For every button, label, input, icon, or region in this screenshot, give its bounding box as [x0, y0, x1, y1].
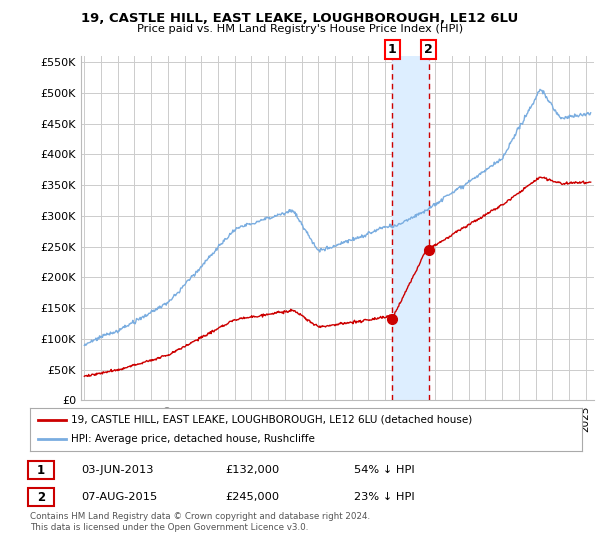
Bar: [392, 56, 428, 400]
Text: HPI: Average price, detached house, Rushcliffe: HPI: Average price, detached house, Rush…: [71, 435, 315, 444]
Text: 19, CASTLE HILL, EAST LEAKE, LOUGHBOROUGH, LE12 6LU (detached house): 19, CASTLE HILL, EAST LEAKE, LOUGHBOROUG…: [71, 415, 473, 424]
Text: 19, CASTLE HILL, EAST LEAKE, LOUGHBOROUGH, LE12 6LU: 19, CASTLE HILL, EAST LEAKE, LOUGHBOROUG…: [82, 12, 518, 25]
Text: 07-AUG-2015: 07-AUG-2015: [81, 492, 157, 502]
Text: 1: 1: [388, 43, 397, 56]
Text: 23% ↓ HPI: 23% ↓ HPI: [354, 492, 415, 502]
Text: 2: 2: [37, 491, 45, 504]
Text: 2: 2: [424, 43, 433, 56]
Text: Price paid vs. HM Land Registry's House Price Index (HPI): Price paid vs. HM Land Registry's House …: [137, 24, 463, 34]
Text: 1: 1: [37, 464, 45, 477]
Text: Contains HM Land Registry data © Crown copyright and database right 2024.
This d: Contains HM Land Registry data © Crown c…: [30, 512, 370, 532]
Text: £245,000: £245,000: [225, 492, 279, 502]
Text: 03-JUN-2013: 03-JUN-2013: [81, 465, 154, 475]
Text: £132,000: £132,000: [225, 465, 279, 475]
Text: 54% ↓ HPI: 54% ↓ HPI: [354, 465, 415, 475]
